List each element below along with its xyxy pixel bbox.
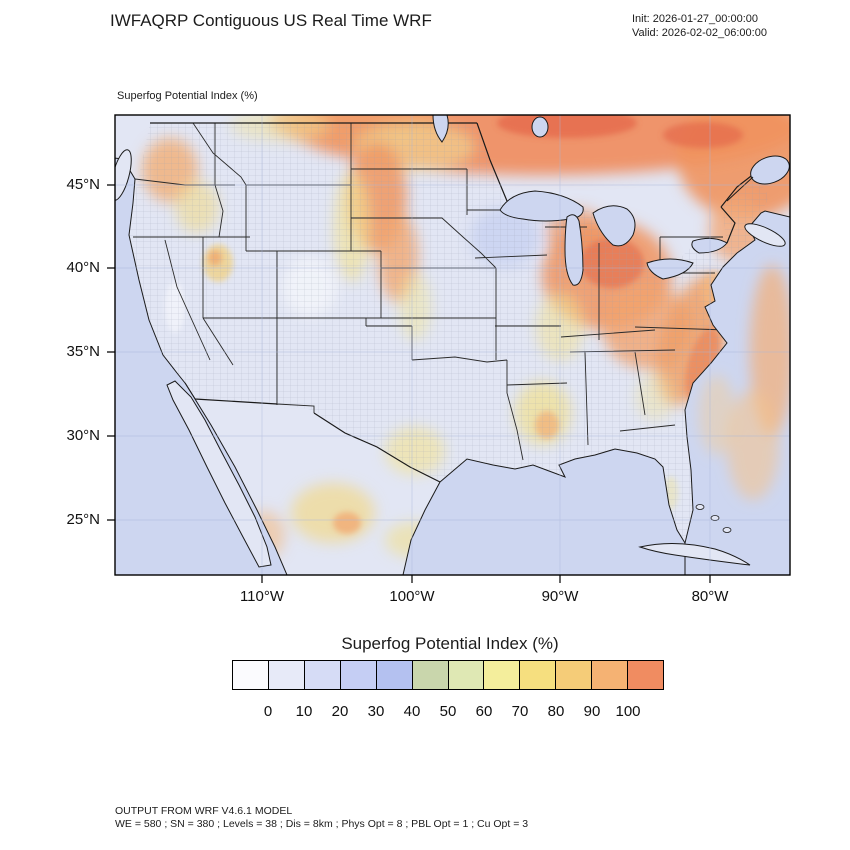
lake-erie bbox=[646, 258, 694, 280]
lake-nipigon bbox=[531, 116, 549, 138]
model-config-line: WE = 580 ; SN = 380 ; Levels = 38 ; Dis … bbox=[115, 818, 529, 830]
lake-superior bbox=[499, 190, 584, 222]
model-info-footer: OUTPUT FROM WRF V4.6.1 MODEL WE = 580 ; … bbox=[115, 805, 528, 831]
colorbar-segment bbox=[591, 660, 629, 690]
valid-time-label: Valid: 2026-02-02_06:00:00 bbox=[632, 27, 767, 39]
bahamas-islands bbox=[695, 504, 732, 533]
map-frame bbox=[114, 114, 791, 576]
st-lawrence-river bbox=[726, 176, 754, 202]
baja-peninsula bbox=[166, 380, 272, 568]
colorbar-tick: 60 bbox=[475, 703, 493, 720]
nova-scotia-island bbox=[744, 223, 786, 247]
run-metadata: Init: 2026-01-27_00:00:00 Valid: 2026-02… bbox=[632, 12, 767, 40]
colorbar-segment bbox=[627, 660, 665, 690]
lake-michigan bbox=[564, 214, 584, 286]
colorbar-tick: 50 bbox=[439, 703, 457, 720]
lat-tick-45n: 45°N bbox=[66, 176, 100, 193]
colorbar-tick: 20 bbox=[331, 703, 349, 720]
map-variable-label: Superfog Potential Index (%) bbox=[117, 90, 258, 102]
lake-ontario bbox=[691, 237, 728, 254]
pacific-ocean bbox=[115, 157, 288, 575]
colorbar-segment bbox=[375, 660, 413, 690]
lat-tick-35n: 35°N bbox=[66, 343, 100, 360]
model-version-line: OUTPUT FROM WRF V4.6.1 MODEL bbox=[115, 805, 293, 817]
graticule-lines bbox=[115, 115, 790, 575]
colorbar-segment bbox=[411, 660, 449, 690]
lat-tick-30n: 30°N bbox=[66, 427, 100, 444]
fog-index-shading-ocean bbox=[699, 265, 790, 500]
colorbar-tick: 100 bbox=[615, 703, 641, 720]
lake-winnipeg bbox=[432, 115, 449, 143]
colorbar-segment bbox=[267, 660, 305, 690]
lon-tick-110w: 110°W bbox=[239, 588, 285, 605]
gulf-of-mexico bbox=[402, 448, 686, 575]
colorbar-tick: 40 bbox=[403, 703, 421, 720]
colorbar-segment bbox=[303, 660, 341, 690]
axis-tick-marks bbox=[107, 184, 711, 583]
colorbar-segment bbox=[519, 660, 557, 690]
colorbar-tick: 70 bbox=[511, 703, 529, 720]
gulf-of-st-lawrence bbox=[750, 155, 790, 185]
vancouver-island bbox=[115, 149, 132, 201]
colorbar-segment bbox=[555, 660, 593, 690]
colorbar-segment bbox=[339, 660, 377, 690]
colorbar-tick: 0 bbox=[263, 703, 273, 720]
colorbar-tick: 10 bbox=[295, 703, 313, 720]
lat-tick-40n: 40°N bbox=[66, 259, 100, 276]
legend-title: Superfog Potential Index (%) bbox=[341, 634, 559, 653]
colorbar-tick: 80 bbox=[547, 703, 565, 720]
lon-tick-80w: 80°W bbox=[691, 588, 729, 605]
great-lakes bbox=[432, 115, 728, 286]
colorbar-tick: 90 bbox=[583, 703, 601, 720]
page-title: IWFAQRP Contiguous US Real Time WRF bbox=[110, 11, 432, 30]
lon-tick-100w: 100°W bbox=[389, 588, 435, 605]
lon-tick-90w: 90°W bbox=[541, 588, 579, 605]
cuba-island bbox=[638, 542, 751, 566]
init-time-label: Init: 2026-01-27_00:00:00 bbox=[632, 13, 758, 25]
colorbar-segment bbox=[232, 660, 269, 690]
colorbar-segment bbox=[483, 660, 521, 690]
lat-tick-25n: 25°N bbox=[66, 511, 100, 528]
lake-huron bbox=[592, 205, 636, 247]
us-superfog-map bbox=[107, 114, 791, 583]
colorbar bbox=[232, 660, 665, 690]
colorbar-tick: 30 bbox=[367, 703, 385, 720]
colorbar-tick-labels: 0 10 20 30 40 50 60 70 80 90 100 bbox=[250, 703, 646, 720]
colorbar-segment bbox=[447, 660, 485, 690]
